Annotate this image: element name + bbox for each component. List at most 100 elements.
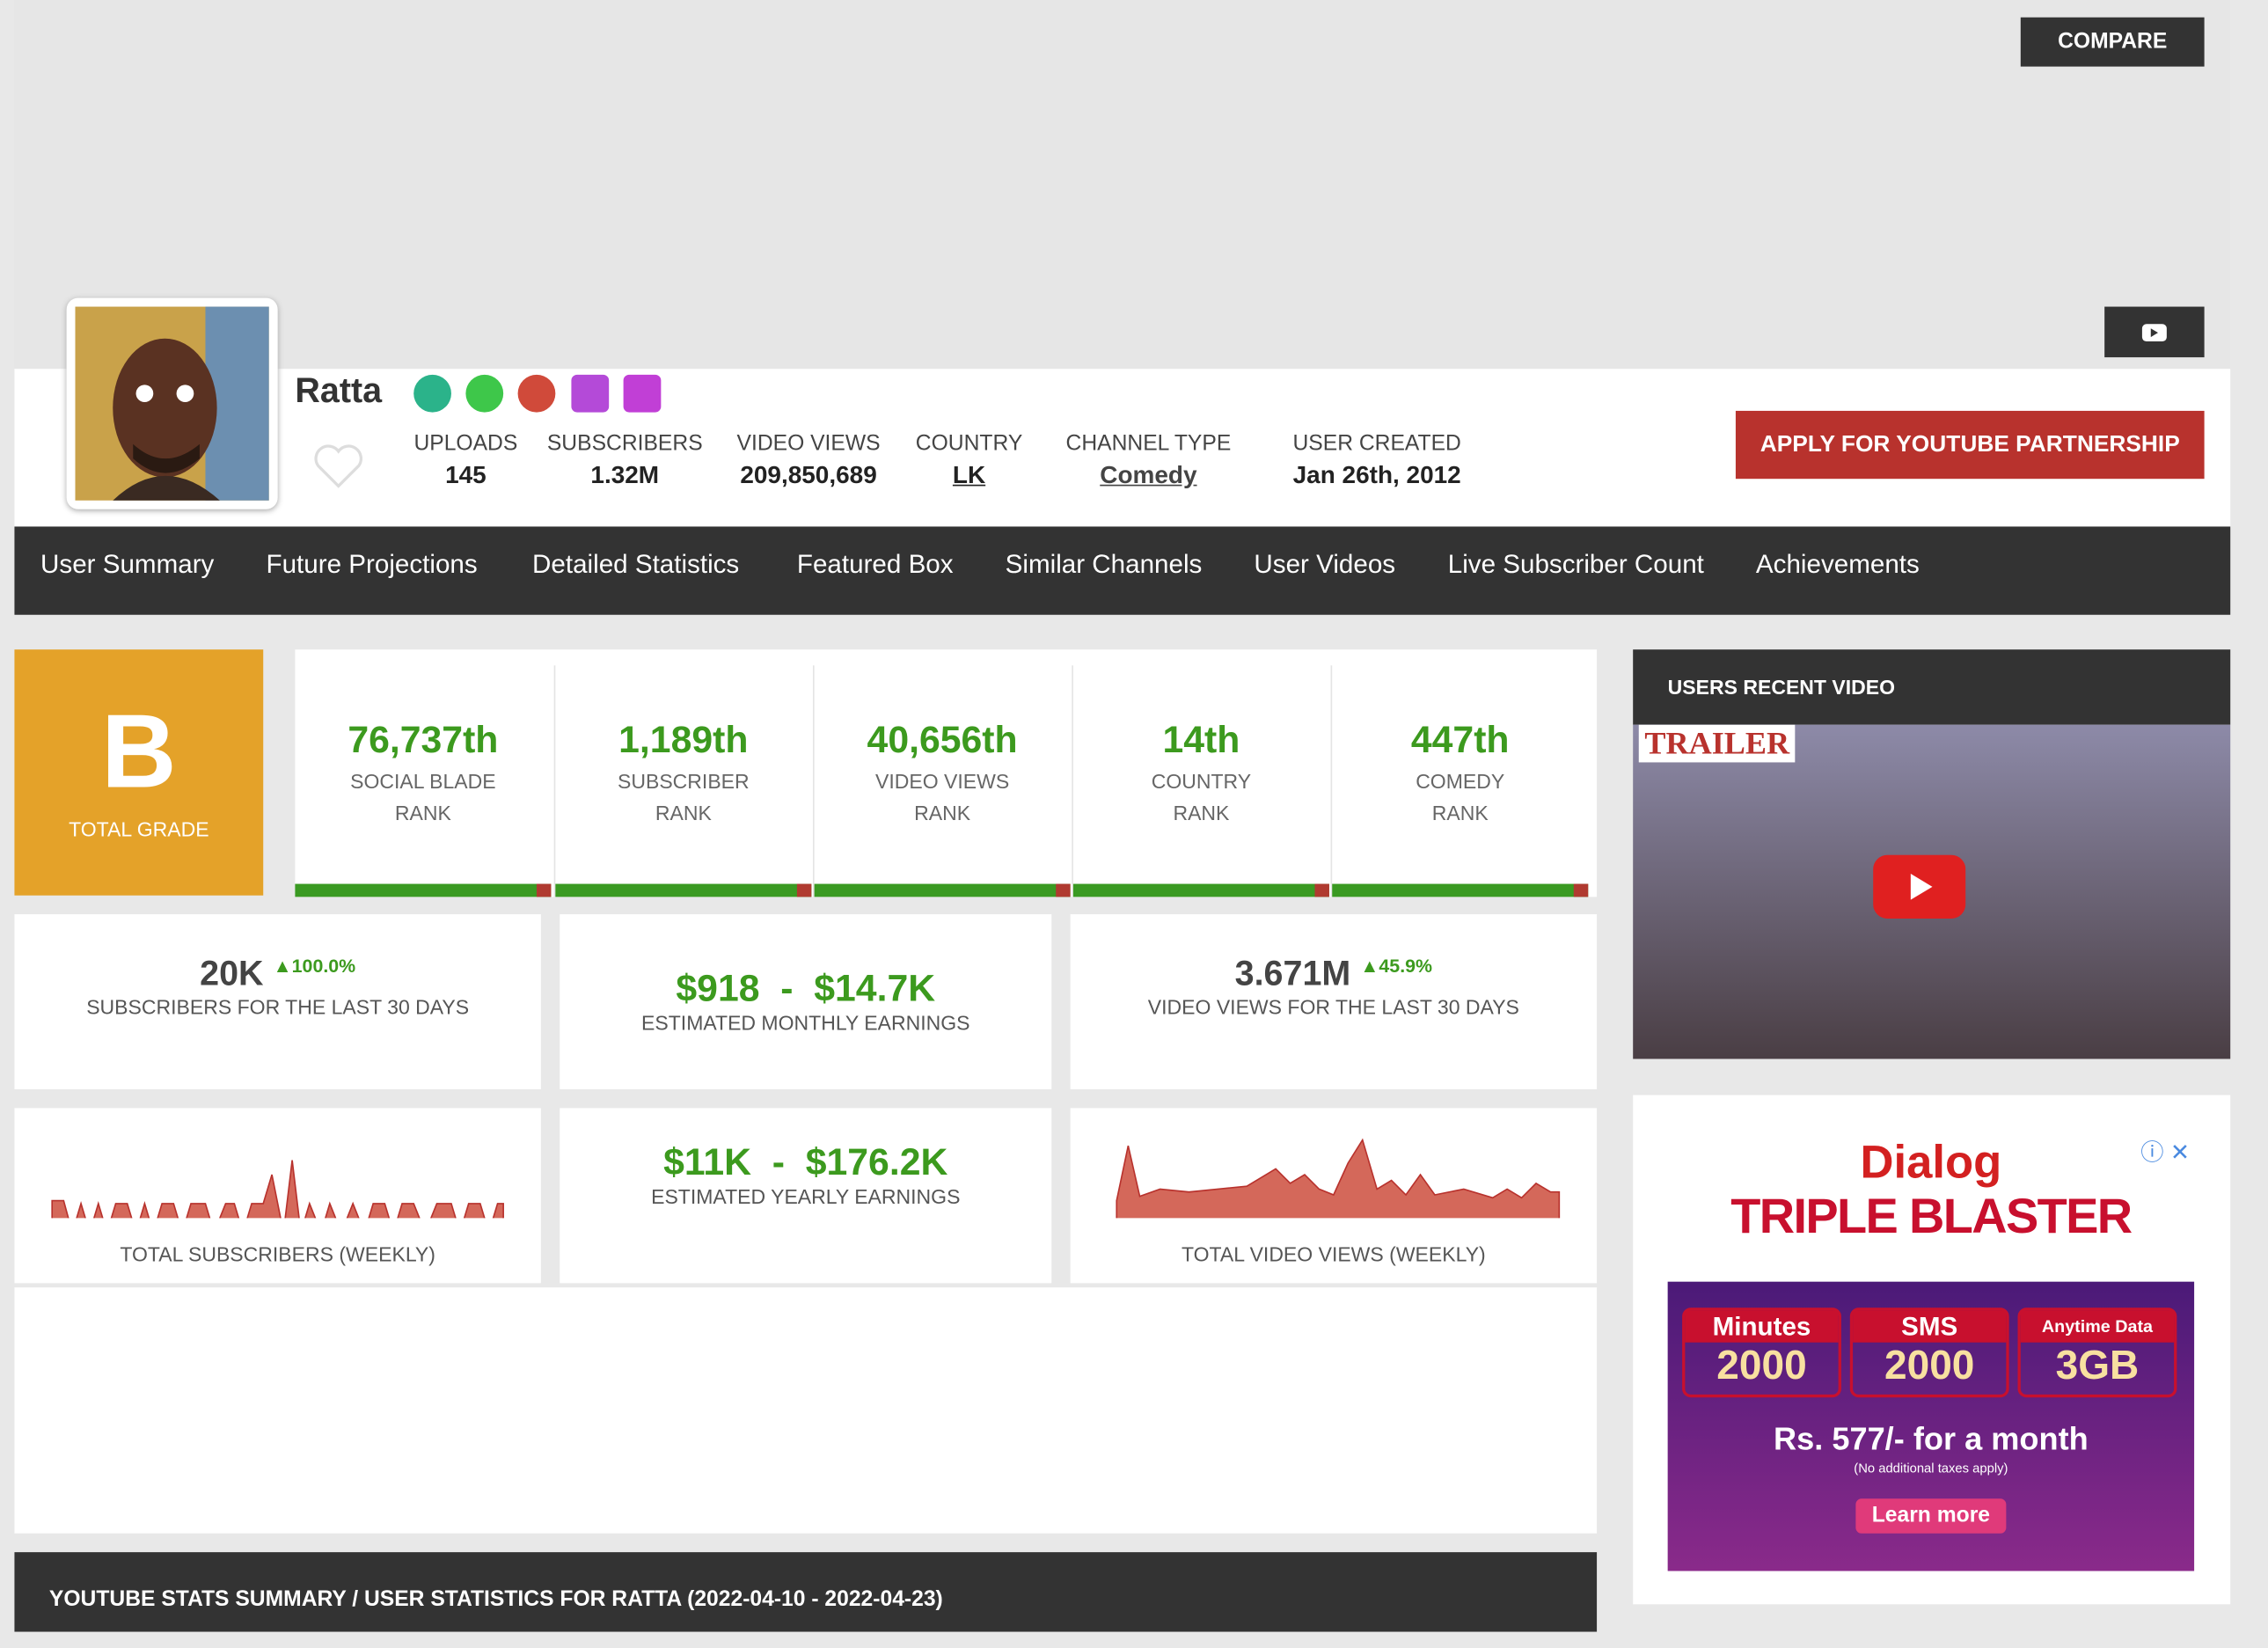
youtube-button[interactable] — [2104, 306, 2205, 358]
offer-label: Anytime Data — [2020, 1310, 2175, 1343]
rank-bar-tip — [1314, 883, 1329, 897]
rank-label-1: VIDEO VIEWS — [875, 769, 1010, 793]
badge — [517, 374, 556, 413]
rank-bar-tip — [1573, 883, 1589, 897]
badge — [571, 374, 610, 413]
stat: VIDEO VIEWS 209,850,689 — [723, 431, 894, 490]
stat-label: SUBSCRIBERS — [546, 430, 703, 456]
stat-value: 1.32M — [590, 461, 660, 489]
nav-item[interactable]: Live Subscriber Count — [1447, 549, 1704, 579]
rank-value: 447th — [1410, 717, 1510, 761]
play-button[interactable] — [1873, 854, 1966, 919]
stat: UPLOADS 145 — [408, 431, 524, 490]
stat-card: $11K - $176.2K ESTIMATED YEARLY EARNINGS — [560, 1108, 1052, 1284]
offer-label: Minutes — [1685, 1310, 1839, 1343]
nav-item[interactable]: Future Projections — [266, 549, 478, 579]
rank-label-2: RANK — [655, 801, 712, 825]
rank-bar-tip — [536, 883, 552, 897]
offer: SMS 2000 — [1849, 1307, 2009, 1398]
nav-item[interactable]: User Videos — [1254, 549, 1396, 579]
card-label: TOTAL SUBSCRIBERS (WEEKLY) — [120, 1242, 435, 1266]
favorite-icon[interactable] — [312, 443, 364, 489]
nav-item[interactable]: User Summary — [40, 549, 215, 579]
card-change: 100.0% — [291, 955, 356, 977]
stat-value: Jan 26th, 2012 — [1292, 461, 1461, 489]
ranks-panel — [295, 649, 1598, 897]
rank-bar-tip — [1056, 883, 1071, 897]
rank-value: 1,189th — [618, 717, 749, 761]
badge — [623, 374, 662, 413]
stat-card: 3.671M ▲45.9% VIDEO VIEWS FOR THE LAST 3… — [1070, 914, 1598, 1090]
nav-item[interactable]: Detailed Statistics — [532, 549, 740, 579]
recent-video-title: USERS RECENT VIDEO — [1633, 649, 2231, 725]
grade-label: TOTAL GRADE — [69, 817, 209, 841]
badge — [465, 374, 504, 413]
sparkline — [51, 1160, 504, 1236]
offer-label: SMS — [1853, 1310, 2007, 1343]
stat-card: $918 - $14.7K ESTIMATED MONTHLY EARNINGS — [560, 914, 1052, 1090]
card-label: ESTIMATED YEARLY EARNINGS — [651, 1184, 961, 1208]
card-value: 3.671M — [1234, 955, 1351, 994]
rank-label: COUNTRY RANK — [1073, 765, 1329, 829]
video-thumbnail[interactable]: TRAILER — [1633, 724, 2231, 1059]
stat-label: VIDEO VIEWS — [736, 430, 881, 456]
summary-header: YOUTUBE STATS SUMMARY / USER STATISTICS … — [14, 1552, 1598, 1632]
banner — [14, 0, 2231, 370]
card-value: $11K - $176.2K — [663, 1139, 948, 1183]
rank-label: SUBSCRIBER RANK — [555, 765, 811, 829]
rank-label-1: COMEDY — [1416, 769, 1505, 793]
ad-body: Minutes 2000 SMS 2000 Anytime Data 3GB Rs. 57… — [1667, 1281, 2195, 1571]
compare-button[interactable]: COMPARE — [2020, 17, 2205, 67]
stat: SUBSCRIBERS 1.32M — [544, 431, 706, 490]
grade-box: B TOTAL GRADE — [14, 649, 264, 896]
stat-value[interactable]: LK — [952, 461, 986, 489]
ad-brand: Dialog — [1860, 1135, 2002, 1188]
channel-name: Ratta — [295, 371, 383, 411]
grade-letter: B — [101, 694, 177, 810]
rank-box: 447th COMEDY RANK — [1330, 665, 1589, 897]
rank-label-2: RANK — [914, 801, 971, 825]
stat-card: 20K ▲100.0% SUBSCRIBERS FOR THE LAST 30 … — [14, 914, 541, 1090]
stat-label: COUNTRY — [915, 430, 1023, 456]
avatar-image — [75, 306, 269, 501]
ad-price: Rs. 577/- for a month — [1774, 1420, 2089, 1457]
sparkline — [1116, 1138, 1561, 1236]
rank-box: 40,656th VIDEO VIEWS RANK — [812, 665, 1071, 897]
ad-cta[interactable]: Learn more — [1855, 1498, 2007, 1534]
thumb-text: TRAILER — [1638, 724, 1796, 763]
rank-box: 1,189th SUBSCRIBER RANK — [553, 665, 812, 897]
stat-value[interactable]: Comedy — [1100, 461, 1197, 489]
stat: COUNTRY LK — [911, 431, 1028, 490]
rank-bar — [1332, 883, 1589, 897]
rank-value: 14th — [1162, 717, 1240, 761]
youtube-icon — [2141, 324, 2167, 342]
offer-value: 2000 — [1716, 1342, 1807, 1388]
stat-value: 209,850,689 — [740, 461, 877, 489]
ad-close[interactable]: ⓘ ✕ — [2140, 1141, 2190, 1167]
card-change: 45.9% — [1379, 955, 1433, 977]
card-label: VIDEO VIEWS FOR THE LAST 30 DAYS — [1147, 995, 1519, 1019]
rank-box: 14th COUNTRY RANK — [1072, 665, 1329, 897]
rank-value: 40,656th — [867, 717, 1018, 761]
rank-label-2: RANK — [1173, 801, 1230, 825]
nav-item[interactable]: Similar Channels — [1005, 549, 1203, 579]
avatar — [66, 297, 278, 509]
rank-bar — [555, 883, 812, 897]
rank-bar — [295, 883, 552, 897]
offer: Anytime Data 3GB — [2017, 1307, 2177, 1398]
rank-label-2: RANK — [1431, 801, 1489, 825]
empty-panel — [14, 1287, 1598, 1534]
rank-bar — [814, 883, 1071, 897]
rank-label: COMEDY RANK — [1332, 765, 1588, 829]
rank-label: SOCIAL BLADE RANK — [295, 765, 551, 829]
nav-item[interactable]: Featured Box — [796, 549, 954, 579]
apply-button[interactable]: APPLY FOR YOUTUBE PARTNERSHIP — [1735, 410, 2205, 480]
card-label: SUBSCRIBERS FOR THE LAST 30 DAYS — [86, 995, 470, 1019]
rank-label-1: SOCIAL BLADE — [350, 769, 496, 793]
chart-card: TOTAL SUBSCRIBERS (WEEKLY) — [14, 1108, 541, 1284]
stat-label: UPLOADS — [413, 430, 518, 456]
nav-item[interactable]: Achievements — [1755, 549, 1920, 579]
rank-label-1: COUNTRY — [1151, 769, 1252, 793]
